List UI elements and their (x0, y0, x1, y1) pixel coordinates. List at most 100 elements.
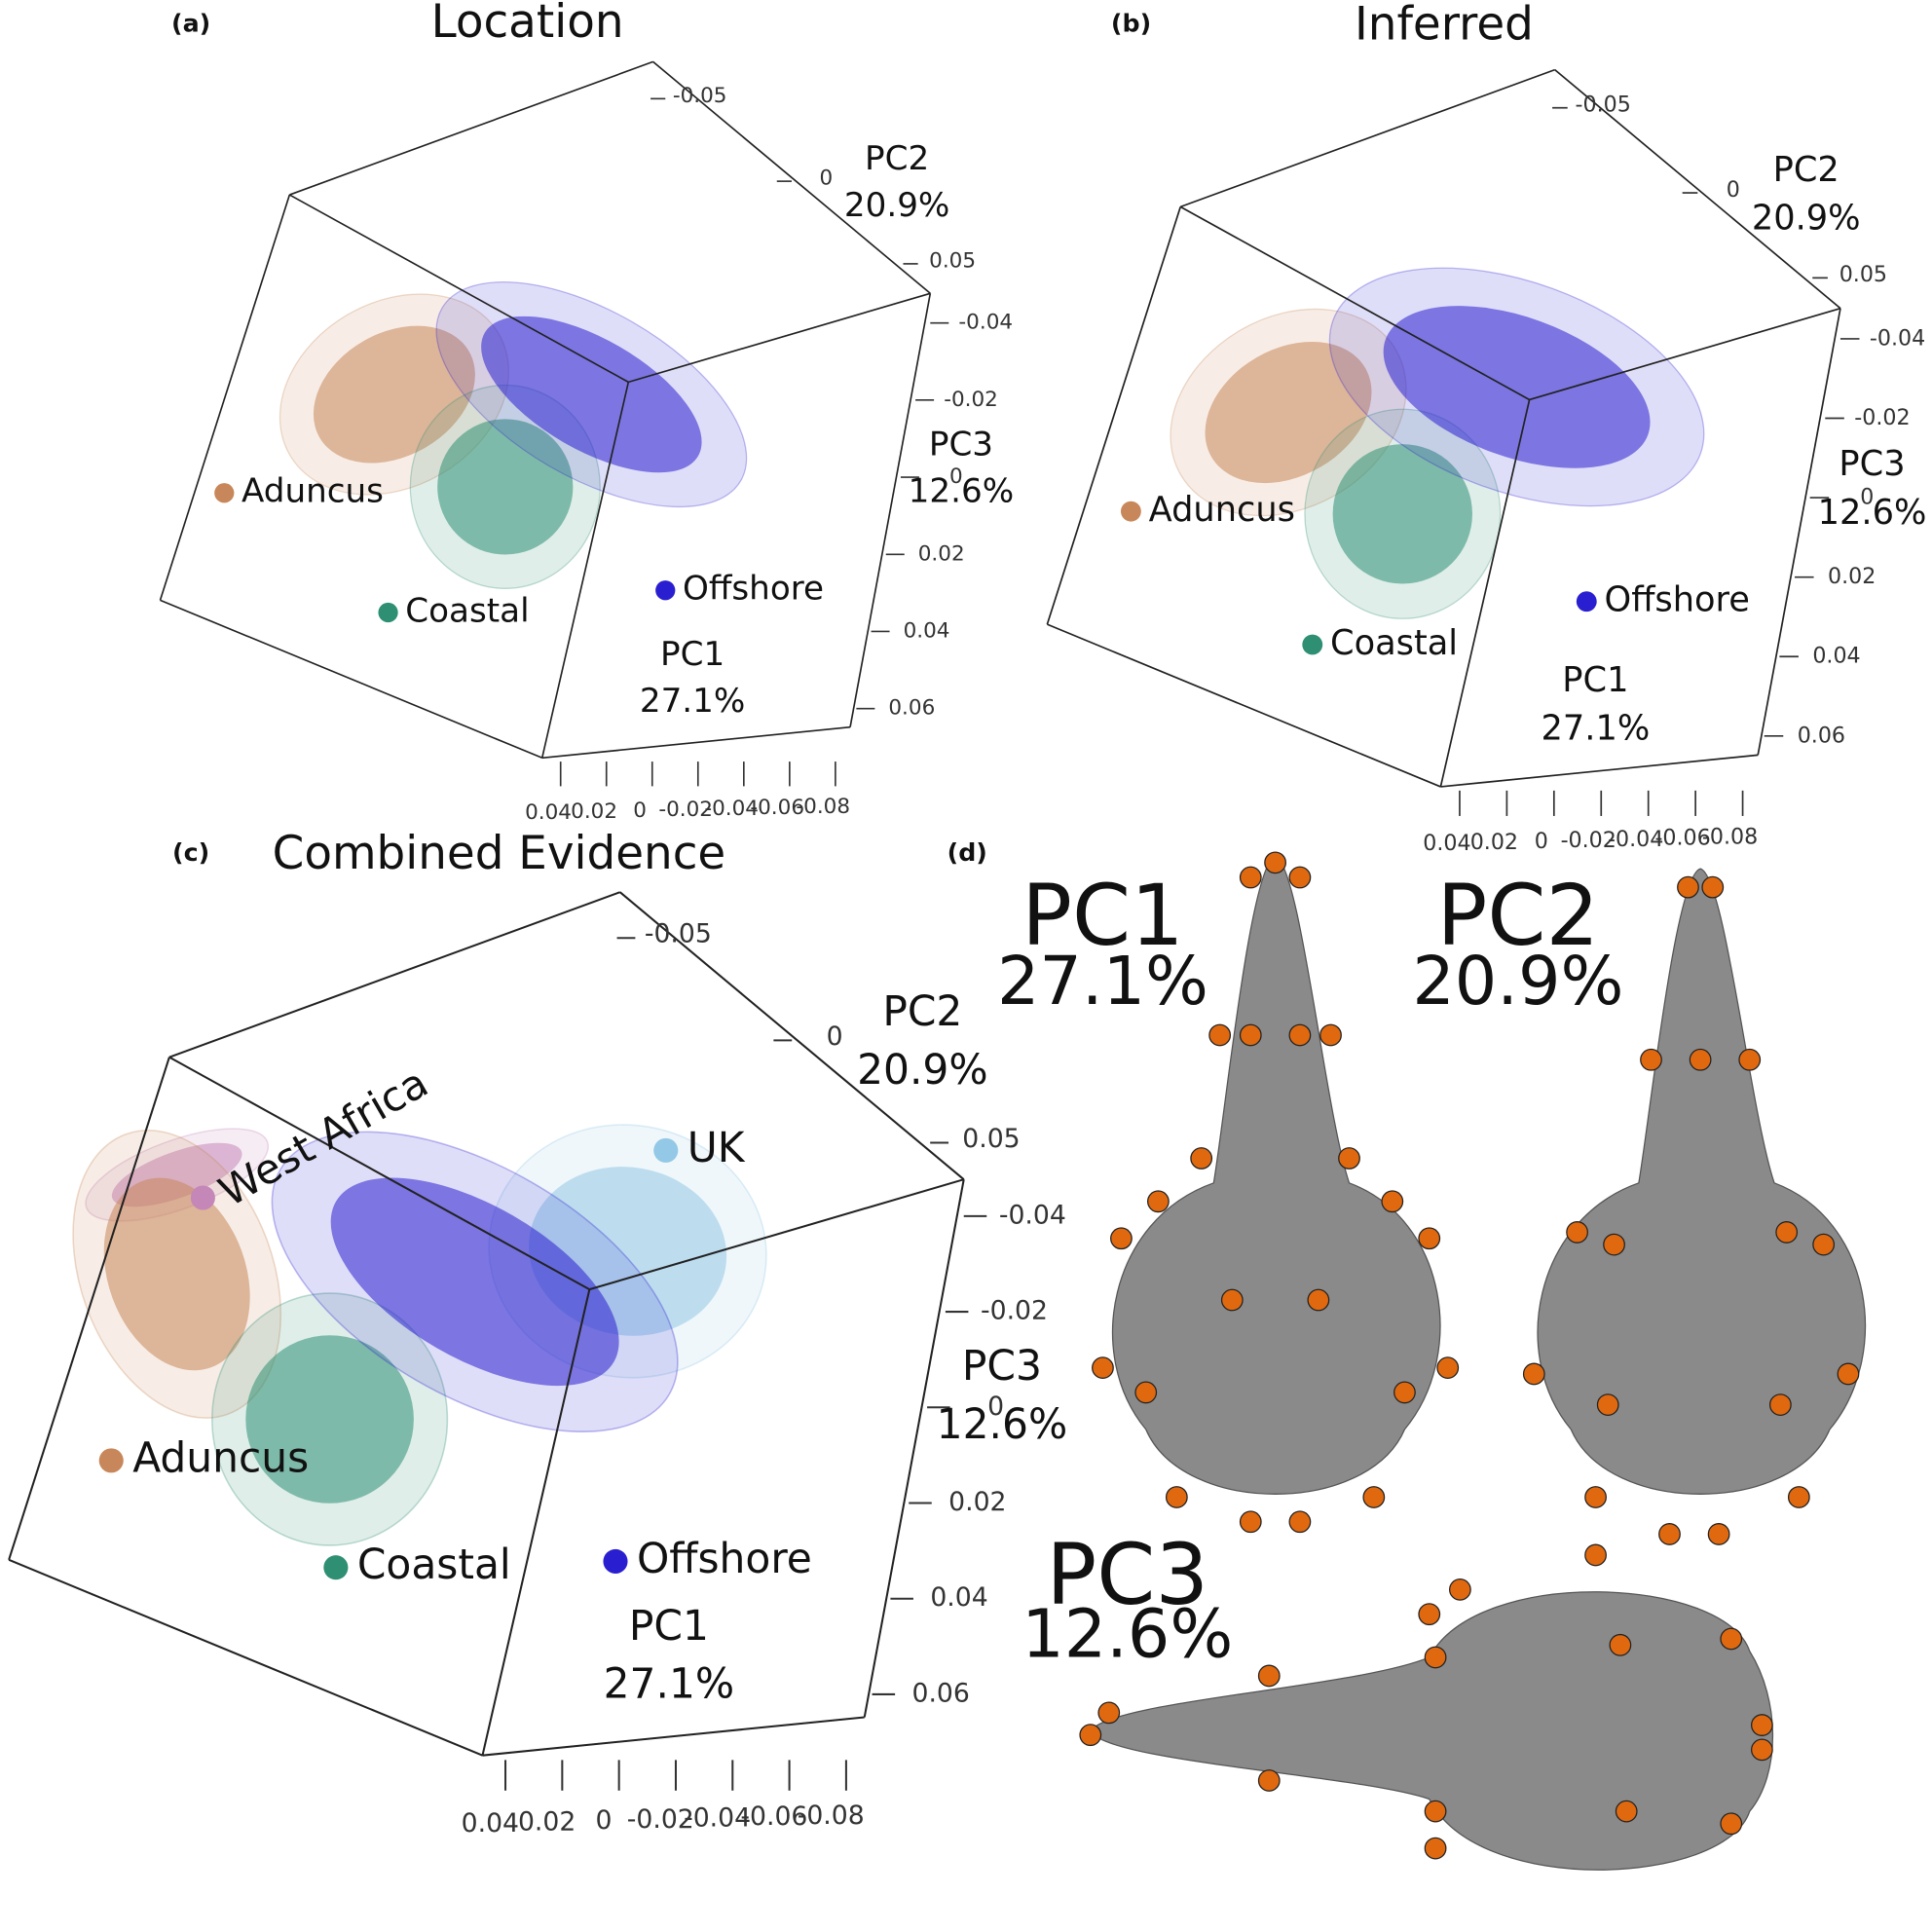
tick-label: -0.02 (981, 1296, 1048, 1326)
landmark (1436, 1356, 1460, 1380)
landmark (1393, 1381, 1416, 1404)
cube-edge (863, 1178, 965, 1718)
tick-label: -0.08 (796, 795, 850, 819)
landmark (1837, 1362, 1860, 1386)
axis-variance: 27.1% (604, 1660, 735, 1708)
landmark (1288, 1023, 1312, 1047)
axis-label: PC1 (1562, 660, 1628, 700)
tick-label: -0.04 (704, 797, 759, 821)
tick-label: 0.04 (1423, 831, 1470, 856)
legend-label: Coastal (1330, 623, 1458, 663)
cube-edge (8, 1057, 170, 1561)
legend-dot (378, 602, 398, 623)
legend-label: Offshore (683, 570, 824, 609)
tick-label: -0.05 (645, 919, 712, 949)
landmark (1418, 1227, 1441, 1250)
tick-label: 0.02 (1828, 564, 1876, 589)
landmark (1208, 1023, 1232, 1047)
landmark (1424, 1800, 1447, 1823)
landmark (1190, 1147, 1213, 1170)
group-hull-inner (313, 325, 475, 464)
legend-dot (1302, 634, 1323, 655)
axis-label: PC2 (882, 987, 962, 1035)
cube-edge (628, 292, 931, 384)
landmark (1720, 1812, 1743, 1836)
tick-label: -0.08 (798, 1801, 865, 1831)
tick-label: -0.04 (999, 1200, 1066, 1230)
landmark (1658, 1523, 1681, 1545)
tick-label: 0.04 (930, 1582, 987, 1613)
shape-pc-label: PC3 (1046, 1527, 1208, 1624)
landmark (1701, 875, 1725, 899)
axis-label: PC2 (865, 139, 929, 178)
axis-label: PC3 (1839, 444, 1905, 484)
tick-label: 0 (633, 798, 647, 823)
cube-edge (168, 891, 621, 1058)
landmark (1449, 1578, 1471, 1601)
landmark (1319, 1023, 1342, 1047)
cube-edge (540, 382, 630, 759)
landmark (1257, 1769, 1281, 1792)
shape-pc-variance: 20.9% (1412, 944, 1623, 1021)
tick-label: -0.04 (958, 311, 1013, 335)
tick-label: -0.04 (1608, 827, 1663, 852)
landmark (1165, 1486, 1188, 1508)
landmark (1689, 1048, 1712, 1071)
landmark (1522, 1362, 1545, 1386)
landmark (1720, 1627, 1743, 1651)
tick-label: 0.04 (525, 800, 572, 825)
landmark (1079, 1724, 1102, 1747)
skull-shapes (1079, 851, 1867, 1871)
legend-dot (653, 1137, 679, 1163)
landmark (1381, 1190, 1404, 1213)
tick-label: -0.05 (1576, 93, 1631, 118)
cube-edge (1554, 68, 1841, 310)
cube-edge (849, 293, 932, 727)
tick-label: 0.04 (462, 1808, 519, 1838)
landmark (1239, 1023, 1262, 1047)
landmark (1424, 1837, 1447, 1860)
group-hull-inner (245, 1335, 414, 1504)
shape-pc-label: PC1 (1022, 868, 1184, 965)
legend-dot (214, 483, 235, 503)
landmark (1288, 1510, 1312, 1534)
tick-label: 0 (827, 1021, 843, 1052)
landmark (1596, 1393, 1619, 1416)
landmark (1775, 1221, 1799, 1244)
landmark (1738, 1048, 1762, 1071)
landmark (1787, 1486, 1810, 1508)
axis-variance: 12.6% (1818, 493, 1927, 533)
cube-edge (1757, 308, 1841, 756)
tick-label: -0.02 (1854, 405, 1910, 430)
panel-tag: (b) (1111, 9, 1151, 37)
skull-pc1 (1111, 855, 1441, 1495)
tick-label: -0.08 (1702, 825, 1758, 850)
skull-pc2 (1537, 868, 1867, 1495)
tick-label: -0.02 (944, 388, 998, 412)
axis-variance: 20.9% (1752, 198, 1861, 238)
cube-edge (1179, 205, 1531, 401)
tick-label: 0 (1535, 829, 1548, 854)
landmark (1751, 1714, 1773, 1736)
cube-edge (652, 60, 931, 294)
landmark (1147, 1190, 1170, 1213)
cube-edge (288, 194, 629, 384)
landmark (1362, 1486, 1386, 1508)
legend-label: Aduncus (132, 1433, 309, 1481)
landmark (1220, 1288, 1244, 1312)
landmark (1566, 1221, 1588, 1244)
tick-label: 0 (987, 1392, 1004, 1422)
tick-label: 0.02 (1470, 830, 1518, 855)
tick-label: -0.06 (1654, 826, 1710, 851)
cube-edge (1529, 307, 1841, 401)
panel-tag: (d) (947, 838, 987, 867)
panel-title: Location (431, 0, 624, 49)
tick-label: 0.02 (571, 799, 617, 824)
cube-edge (589, 1178, 965, 1291)
legend-label: Coastal (405, 591, 529, 630)
landmark (1264, 851, 1286, 874)
tick-label: 0 (820, 167, 834, 191)
landmark (1239, 866, 1262, 889)
legend-label: Offshore (1605, 580, 1750, 620)
tick-label: 0.04 (904, 618, 950, 643)
